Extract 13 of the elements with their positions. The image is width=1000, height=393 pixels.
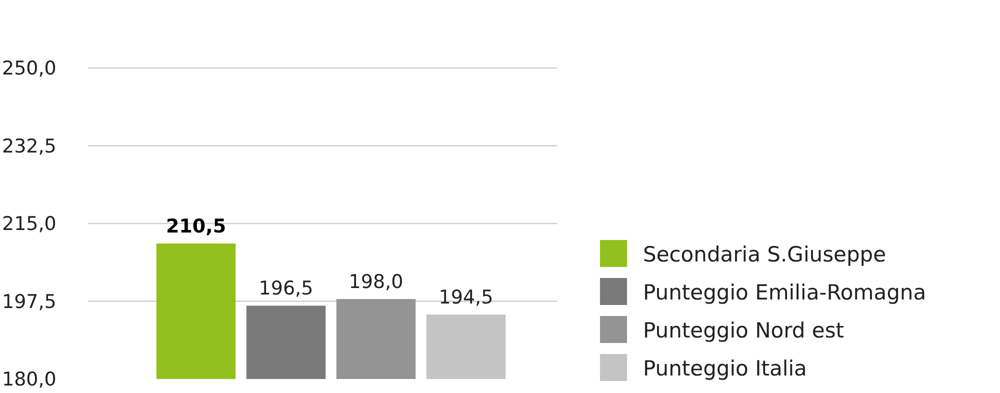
legend-label: Punteggio Nord est — [643, 318, 844, 342]
legend-label: Secondaria S.Giuseppe — [643, 242, 886, 266]
y-tick-label: 197,5 — [2, 290, 56, 313]
legend-label: Punteggio Emilia-Romagna — [643, 280, 926, 304]
data-label: 198,0 — [348, 271, 404, 294]
y-tick-label: 232,5 — [2, 135, 56, 158]
data-label: 196,5 — [258, 278, 314, 300]
data-label: 194,5 — [438, 286, 494, 309]
y-tick-label: 180,0 — [2, 368, 56, 391]
legend-label: Punteggio Italia — [643, 356, 807, 380]
data-label: 210,5 — [166, 215, 226, 238]
y-tick-label: 250,0 — [2, 58, 56, 80]
y-tick-label: 215,0 — [2, 213, 56, 236]
